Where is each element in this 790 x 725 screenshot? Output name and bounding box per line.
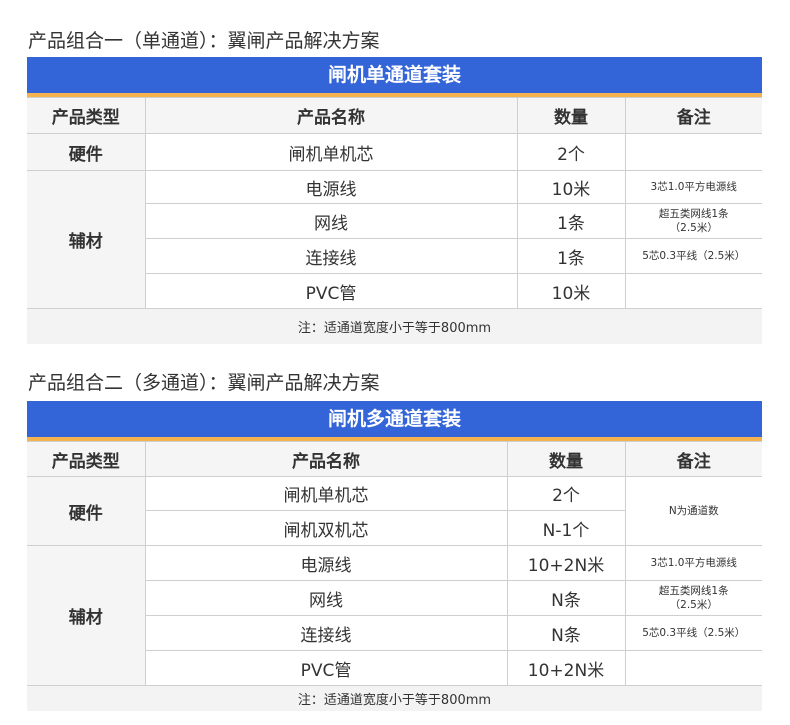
product-name-cell: 闸机双机芯 — [145, 510, 508, 546]
note-cell — [624, 650, 762, 686]
product-name-cell: 连接线 — [145, 615, 508, 651]
quantity-cell: N-1个 — [506, 510, 625, 546]
product-name-cell: 电源线 — [144, 545, 508, 581]
note-cell: 5芯0.3平线（2.5米） — [624, 615, 762, 651]
product-table: 产品类型 产品名称 数量 备注 硬件 闸机单机芯 2个 N为通道数 闸机双机芯 N-1个 辅材 电源线… — [27, 441, 762, 711]
product-table: 产品类型 产品名称 数量 备注 硬件 闸机单机芯 2个 辅材 电源线 10米 3芯1.0平方电源线网… — [27, 97, 762, 344]
column-header: 数量 — [516, 97, 626, 134]
table-row: PVC管 10米 — [27, 273, 762, 309]
product-type-cell: 辅材 — [27, 545, 146, 686]
column-header: 备注 — [624, 441, 762, 477]
note-cell — [624, 133, 762, 171]
table-row: 连接线 1条 5芯0.3平线（2.5米） — [27, 238, 762, 274]
package-table-2: 闸机多通道套装 产品类型 产品名称 数量 备注 硬件 闸机单机芯 2个 N为通道数 闸机双机芯 N… — [27, 401, 762, 711]
table-title-bar: 闸机多通道套装 — [27, 401, 762, 441]
footnote-row: 注：适通道宽度小于等于800mm — [27, 685, 762, 711]
product-name-cell: PVC管 — [145, 273, 518, 309]
quantity-cell: 10+2N米 — [506, 650, 626, 686]
note-cell: 3芯1.0平方电源线 — [624, 545, 762, 581]
section-title-2: 产品组合二（多通道）：翼闸产品解决方案 — [28, 372, 380, 394]
footnote-row: 注：适通道宽度小于等于800mm — [27, 308, 762, 344]
table-row: 辅材 电源线 10米 3芯1.0平方电源线 — [27, 170, 762, 309]
product-name-cell: 电源线 — [144, 170, 518, 204]
note-cell: 超五类网线1条 （2.5米） — [624, 203, 762, 239]
quantity-cell: 2个 — [516, 133, 626, 171]
footnote: 注：适通道宽度小于等于800mm — [27, 308, 762, 344]
product-name-cell: 网线 — [145, 580, 508, 616]
quantity-cell: 2个 — [506, 476, 626, 511]
quantity-cell: 10米 — [516, 170, 626, 204]
quantity-cell: N条 — [506, 615, 626, 651]
table-title-bar: 闸机单通道套装 — [27, 57, 762, 97]
product-type-cell: 硬件 — [27, 476, 146, 546]
column-header: 产品名称 — [144, 441, 508, 477]
product-type-cell: 辅材 — [27, 170, 146, 309]
package-table-1: 闸机单通道套装 产品类型 产品名称 数量 备注 硬件 闸机单机芯 2个 辅材 电源线 10米 3芯1… — [27, 57, 762, 344]
column-header: 产品类型 — [27, 97, 146, 134]
column-header: 数量 — [506, 441, 626, 477]
quantity-cell: 1条 — [516, 238, 626, 274]
product-type-cell: 硬件 — [27, 133, 146, 171]
note-cell: 5芯0.3平线（2.5米） — [624, 238, 762, 274]
table-row: 辅材 电源线 10+2N米 3芯1.0平方电源线 — [27, 545, 762, 686]
product-name-cell: 闸机单机芯 — [144, 476, 508, 511]
header-row: 产品类型 产品名称 数量 备注 — [27, 97, 762, 134]
table-row: 硬件 闸机单机芯 2个 — [27, 133, 762, 171]
table-row: 硬件 闸机单机芯 2个 N为通道数 — [27, 476, 762, 546]
note-cell: 3芯1.0平方电源线 — [624, 170, 762, 204]
column-header: 备注 — [624, 97, 762, 134]
note-cell — [624, 273, 762, 309]
table-row: PVC管 10+2N米 — [27, 650, 762, 686]
quantity-cell: 10米 — [516, 273, 626, 309]
quantity-cell: N条 — [506, 580, 626, 616]
quantity-cell: 10+2N米 — [506, 545, 626, 581]
footnote: 注：适通道宽度小于等于800mm — [27, 685, 762, 711]
quantity-cell: 1条 — [516, 203, 626, 239]
column-header: 产品名称 — [144, 97, 518, 134]
note-cell: N为通道数 — [624, 476, 762, 546]
product-name-cell: 闸机单机芯 — [144, 133, 518, 171]
note-cell: 超五类网线1条 （2.5米） — [624, 580, 762, 616]
product-name-cell: 网线 — [145, 203, 518, 239]
table-row: 网线 1条 超五类网线1条 （2.5米） — [27, 203, 762, 239]
product-name-cell: PVC管 — [145, 650, 508, 686]
header-row: 产品类型 产品名称 数量 备注 — [27, 441, 762, 477]
section-title-1: 产品组合一（单通道）：翼闸产品解决方案 — [28, 30, 380, 52]
table-row: 闸机双机芯 N-1个 — [27, 510, 762, 546]
column-header: 产品类型 — [27, 441, 146, 477]
product-name-cell: 连接线 — [145, 238, 518, 274]
table-row: 连接线 N条 5芯0.3平线（2.5米） — [27, 615, 762, 651]
